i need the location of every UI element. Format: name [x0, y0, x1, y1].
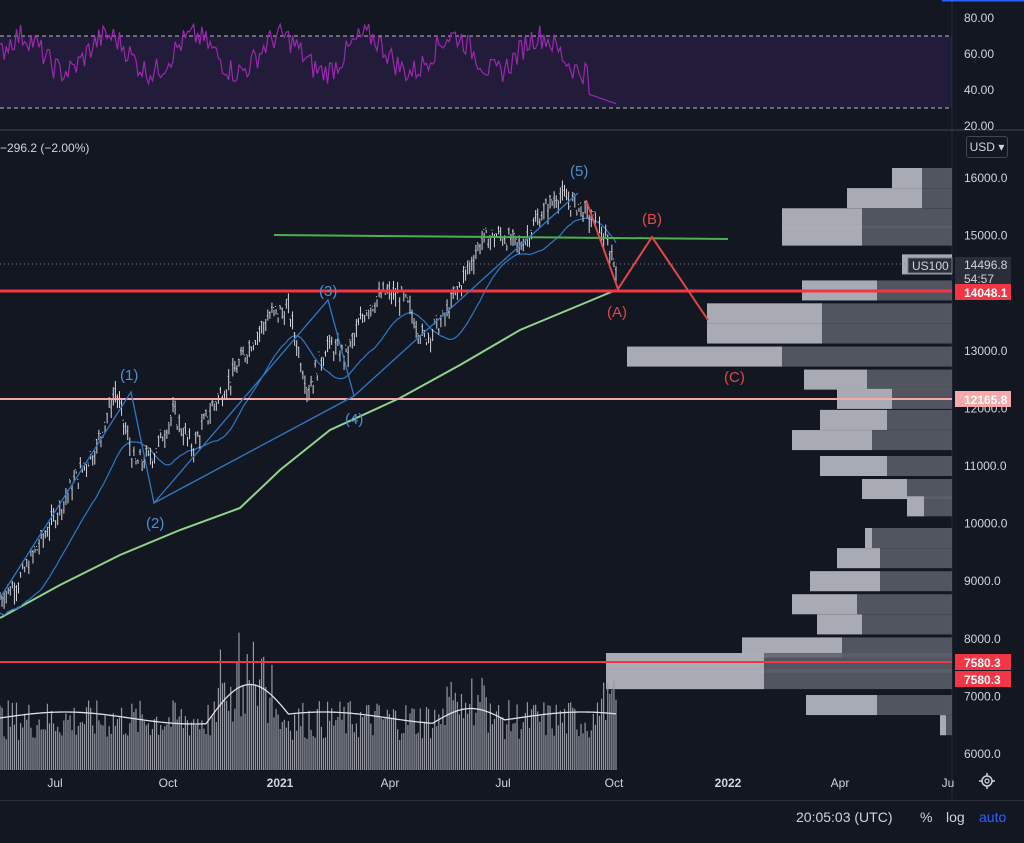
- rsi-tick-label: 40.00: [964, 83, 994, 97]
- ma-slow-line: [0, 289, 617, 619]
- volume-profile-bar-up: [817, 614, 862, 635]
- wave-label-2: (2): [146, 515, 164, 532]
- level-tag-1: 12165.8: [964, 393, 1008, 407]
- volume-profile-bar-up: [707, 323, 822, 344]
- volume-profile-bar-up: [804, 369, 867, 390]
- volume-profile-bar-up: [782, 225, 862, 246]
- time-tick-label: Apr: [831, 776, 850, 790]
- price-tick-label: 16000.0: [964, 171, 1008, 185]
- time-tick-label: Apr: [381, 776, 400, 790]
- volume-histogram: [0, 632, 617, 770]
- impulse-wave-line: [0, 192, 579, 599]
- volume-profile-bar-up: [707, 303, 822, 324]
- price-tick-label: 7000.0: [964, 689, 1001, 703]
- wave-label-4: (4): [345, 411, 363, 428]
- currency-button[interactable]: USD ▾: [966, 136, 1008, 158]
- wave-label-b: (B): [642, 211, 662, 228]
- volume-profile-bar: [865, 528, 952, 548]
- price-change-text: −296.2 (−2.00%): [0, 141, 89, 155]
- correction-wave-line: [585, 199, 709, 321]
- volume-profile-bar-up: [847, 188, 922, 209]
- level-tag-3: 7580.3: [964, 673, 1001, 687]
- time-axis: Jul Oct 2021 Apr Jul Oct 2022 Apr Ju: [47, 776, 954, 790]
- volume-profile-bar-up: [865, 528, 872, 548]
- volume-profile: [606, 168, 952, 736]
- rsi-tick-label: 60.00: [964, 47, 994, 61]
- price-tick-label: 13000.0: [964, 344, 1008, 358]
- rsi-line: [0, 22, 617, 105]
- currency-label: USD: [969, 140, 995, 154]
- level-tag-0: 14048.1: [964, 286, 1008, 300]
- volume-profile-bar-up: [782, 208, 862, 229]
- price-tick-label: 8000.0: [964, 632, 1001, 646]
- price-tick-label: 6000.0: [964, 747, 1001, 761]
- rsi-axis: 80.00 60.00 40.00 20.00: [964, 11, 994, 133]
- level-tag-bg-1: [955, 391, 1011, 407]
- price-tick-label: 11000.0: [964, 459, 1007, 473]
- channel-line: [153, 395, 355, 504]
- settings-gear-icon[interactable]: [978, 772, 996, 790]
- rsi-tick-label: 80.00: [964, 11, 994, 25]
- time-tick-label: Oct: [159, 776, 178, 790]
- symbol-tag: US100: [912, 259, 949, 273]
- log-toggle[interactable]: log: [946, 809, 965, 825]
- level-tag-bg-3: [955, 671, 1011, 687]
- time-tick-label: Ju: [942, 776, 955, 790]
- volume-profile-bar-up: [810, 571, 880, 592]
- level-tag-2: 7580.3: [964, 656, 1001, 670]
- time-tick-label: 2022: [715, 776, 742, 790]
- price-candles: [0, 180, 617, 609]
- volume-ma-line: [0, 683, 617, 725]
- price-tick-label: 15000.0: [964, 229, 1008, 243]
- percent-toggle[interactable]: %: [920, 809, 933, 825]
- volume-profile-bar-up: [806, 695, 877, 716]
- time-tick-label: Jul: [495, 776, 510, 790]
- wave-label-5: (5): [570, 163, 588, 180]
- volume-profile-bar-up: [820, 456, 887, 476]
- volume-profile-bar-up: [892, 168, 922, 188]
- wave-label-3: (3): [319, 283, 337, 300]
- symbol-tag-bg: [907, 257, 953, 274]
- wave-label-c: (C): [724, 369, 745, 386]
- countdown-tag: 54:57: [964, 272, 994, 286]
- volume-profile-bar-up: [792, 594, 857, 615]
- volume-profile-bar-up: [792, 430, 872, 451]
- volume-profile-bar-up: [627, 346, 782, 367]
- last-price-tag: 14496.8: [964, 258, 1008, 272]
- ma-fast-line: [0, 217, 617, 616]
- volume-profile-bar-up: [862, 479, 907, 500]
- last-price-bg: [955, 257, 1011, 287]
- volume-profile-bar-up: [940, 715, 946, 736]
- utc-clock[interactable]: 20:05:03 (UTC): [796, 809, 893, 825]
- wave-label-a: (A): [607, 304, 627, 321]
- wave-label-1: (1): [120, 367, 138, 384]
- time-tick-label: 2021: [267, 776, 294, 790]
- time-tick-label: Oct: [605, 776, 624, 790]
- volume-profile-bar-up: [837, 548, 880, 569]
- volume-profile-bar-up: [606, 669, 764, 690]
- volume-profile-bar-up: [742, 637, 842, 658]
- level-tag-bg-0: [955, 284, 1011, 300]
- rsi-tick-label: 20.00: [964, 119, 994, 133]
- price-tick-label: 10000.0: [964, 517, 1008, 531]
- bottom-toolbar: 20:05:03 (UTC) % log auto: [0, 800, 1024, 843]
- volume-profile-bar-up: [907, 496, 924, 517]
- auto-toggle[interactable]: auto: [979, 809, 1007, 825]
- level-tag-bg-2: [955, 654, 1011, 670]
- price-tick-label: 9000.0: [964, 574, 1001, 588]
- time-tick-label: Jul: [47, 776, 62, 790]
- volume-profile-bar-up: [820, 409, 887, 430]
